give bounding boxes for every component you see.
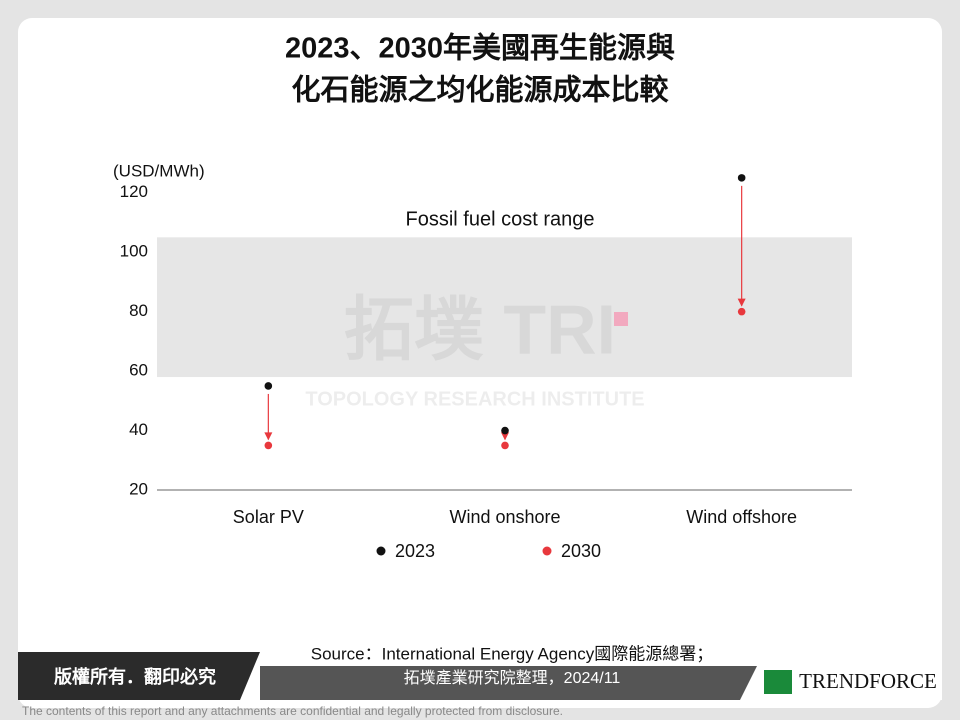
cost-band (157, 237, 852, 378)
copyright: 版權所有．翻印必究 (54, 666, 216, 687)
y-tick-label: 20 (129, 479, 148, 498)
y-axis-label: (USD/MWh) (113, 161, 205, 180)
legend-marker (542, 546, 552, 556)
y-tick-label: 120 (120, 182, 148, 201)
watermark-logo: 拓墣 TRI (344, 290, 616, 368)
x-tick-label: Solar PV (233, 507, 304, 527)
dot (737, 307, 746, 316)
footer-mid-band (260, 666, 770, 700)
dot (501, 426, 509, 435)
legend-label: 2030 (561, 541, 601, 561)
y-tick-label: 60 (129, 361, 148, 380)
plot: Fossil fuel cost range (USD/MWh) 20 40 60 80 1… (113, 161, 852, 561)
dot (264, 382, 273, 390)
legend-marker (376, 546, 386, 556)
source-line: Source：International Energy Agency國際能源總署… (311, 644, 714, 663)
source-line: 拓墣產業研究院整理，2024/11 (404, 669, 621, 687)
dot (501, 441, 509, 450)
y-tick-label: 40 (129, 420, 148, 439)
y-tick-label: 100 (120, 242, 148, 261)
arrow-head (264, 432, 273, 441)
dot (737, 174, 746, 182)
brand: TRENDFORCE (799, 669, 937, 693)
y-tick-label: 80 (129, 301, 148, 320)
legend-label: 2023 (395, 541, 435, 561)
title-line: 化石能源之均化能源成本比較 (291, 73, 669, 107)
arrow-head (737, 298, 746, 307)
x-tick-label: Wind onshore (449, 507, 560, 527)
disclaimer: The contents of this report and any atta… (22, 704, 563, 718)
watermark-square (614, 312, 628, 326)
dot (264, 441, 273, 450)
watermark-name: TOPOLOGY RESEARCH INSTITUTE (305, 388, 644, 410)
arrow-head (501, 432, 509, 441)
x-tick-label: Wind offshore (686, 507, 797, 527)
title-line: 2023、2030年美國再生能源與 (285, 31, 675, 65)
band-label: Fossil fuel cost range (406, 208, 595, 230)
brand-icon (764, 670, 792, 694)
footer-left-band (18, 652, 260, 700)
